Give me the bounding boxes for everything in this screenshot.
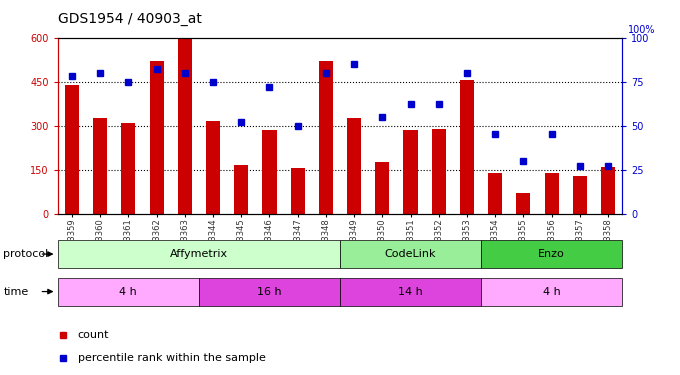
Text: 16 h: 16 h [257,286,282,297]
Bar [340,240,481,268]
Bar [319,61,333,214]
Text: time: time [3,286,29,297]
Bar [403,130,418,214]
Bar [481,240,622,268]
Bar [262,130,277,214]
Bar [234,165,248,214]
Bar [290,168,305,214]
Text: percentile rank within the sample: percentile rank within the sample [78,353,265,363]
Bar [150,61,164,214]
Bar [199,278,340,306]
Text: count: count [78,330,109,339]
Bar [177,38,192,214]
Text: GDS1954 / 40903_at: GDS1954 / 40903_at [58,12,202,26]
Bar [93,118,107,214]
Text: 100%: 100% [628,25,656,35]
Bar [206,121,220,214]
Bar [481,278,622,306]
Bar [121,123,135,214]
Text: 4 h: 4 h [543,286,560,297]
Bar [347,118,361,214]
Text: Affymetrix: Affymetrix [170,249,228,259]
Bar [573,176,587,214]
Bar [432,129,446,214]
Bar [460,80,474,214]
Bar [488,172,503,214]
Text: 14 h: 14 h [398,286,423,297]
Text: protocol: protocol [3,249,49,259]
Bar [58,240,340,268]
Bar [340,278,481,306]
Bar [65,84,79,214]
Bar [601,167,615,214]
Bar [375,162,390,214]
Text: 4 h: 4 h [120,286,137,297]
Text: CodeLink: CodeLink [385,249,437,259]
Text: Enzo: Enzo [539,249,565,259]
Bar [58,278,199,306]
Bar [545,172,559,214]
Bar [516,193,530,214]
